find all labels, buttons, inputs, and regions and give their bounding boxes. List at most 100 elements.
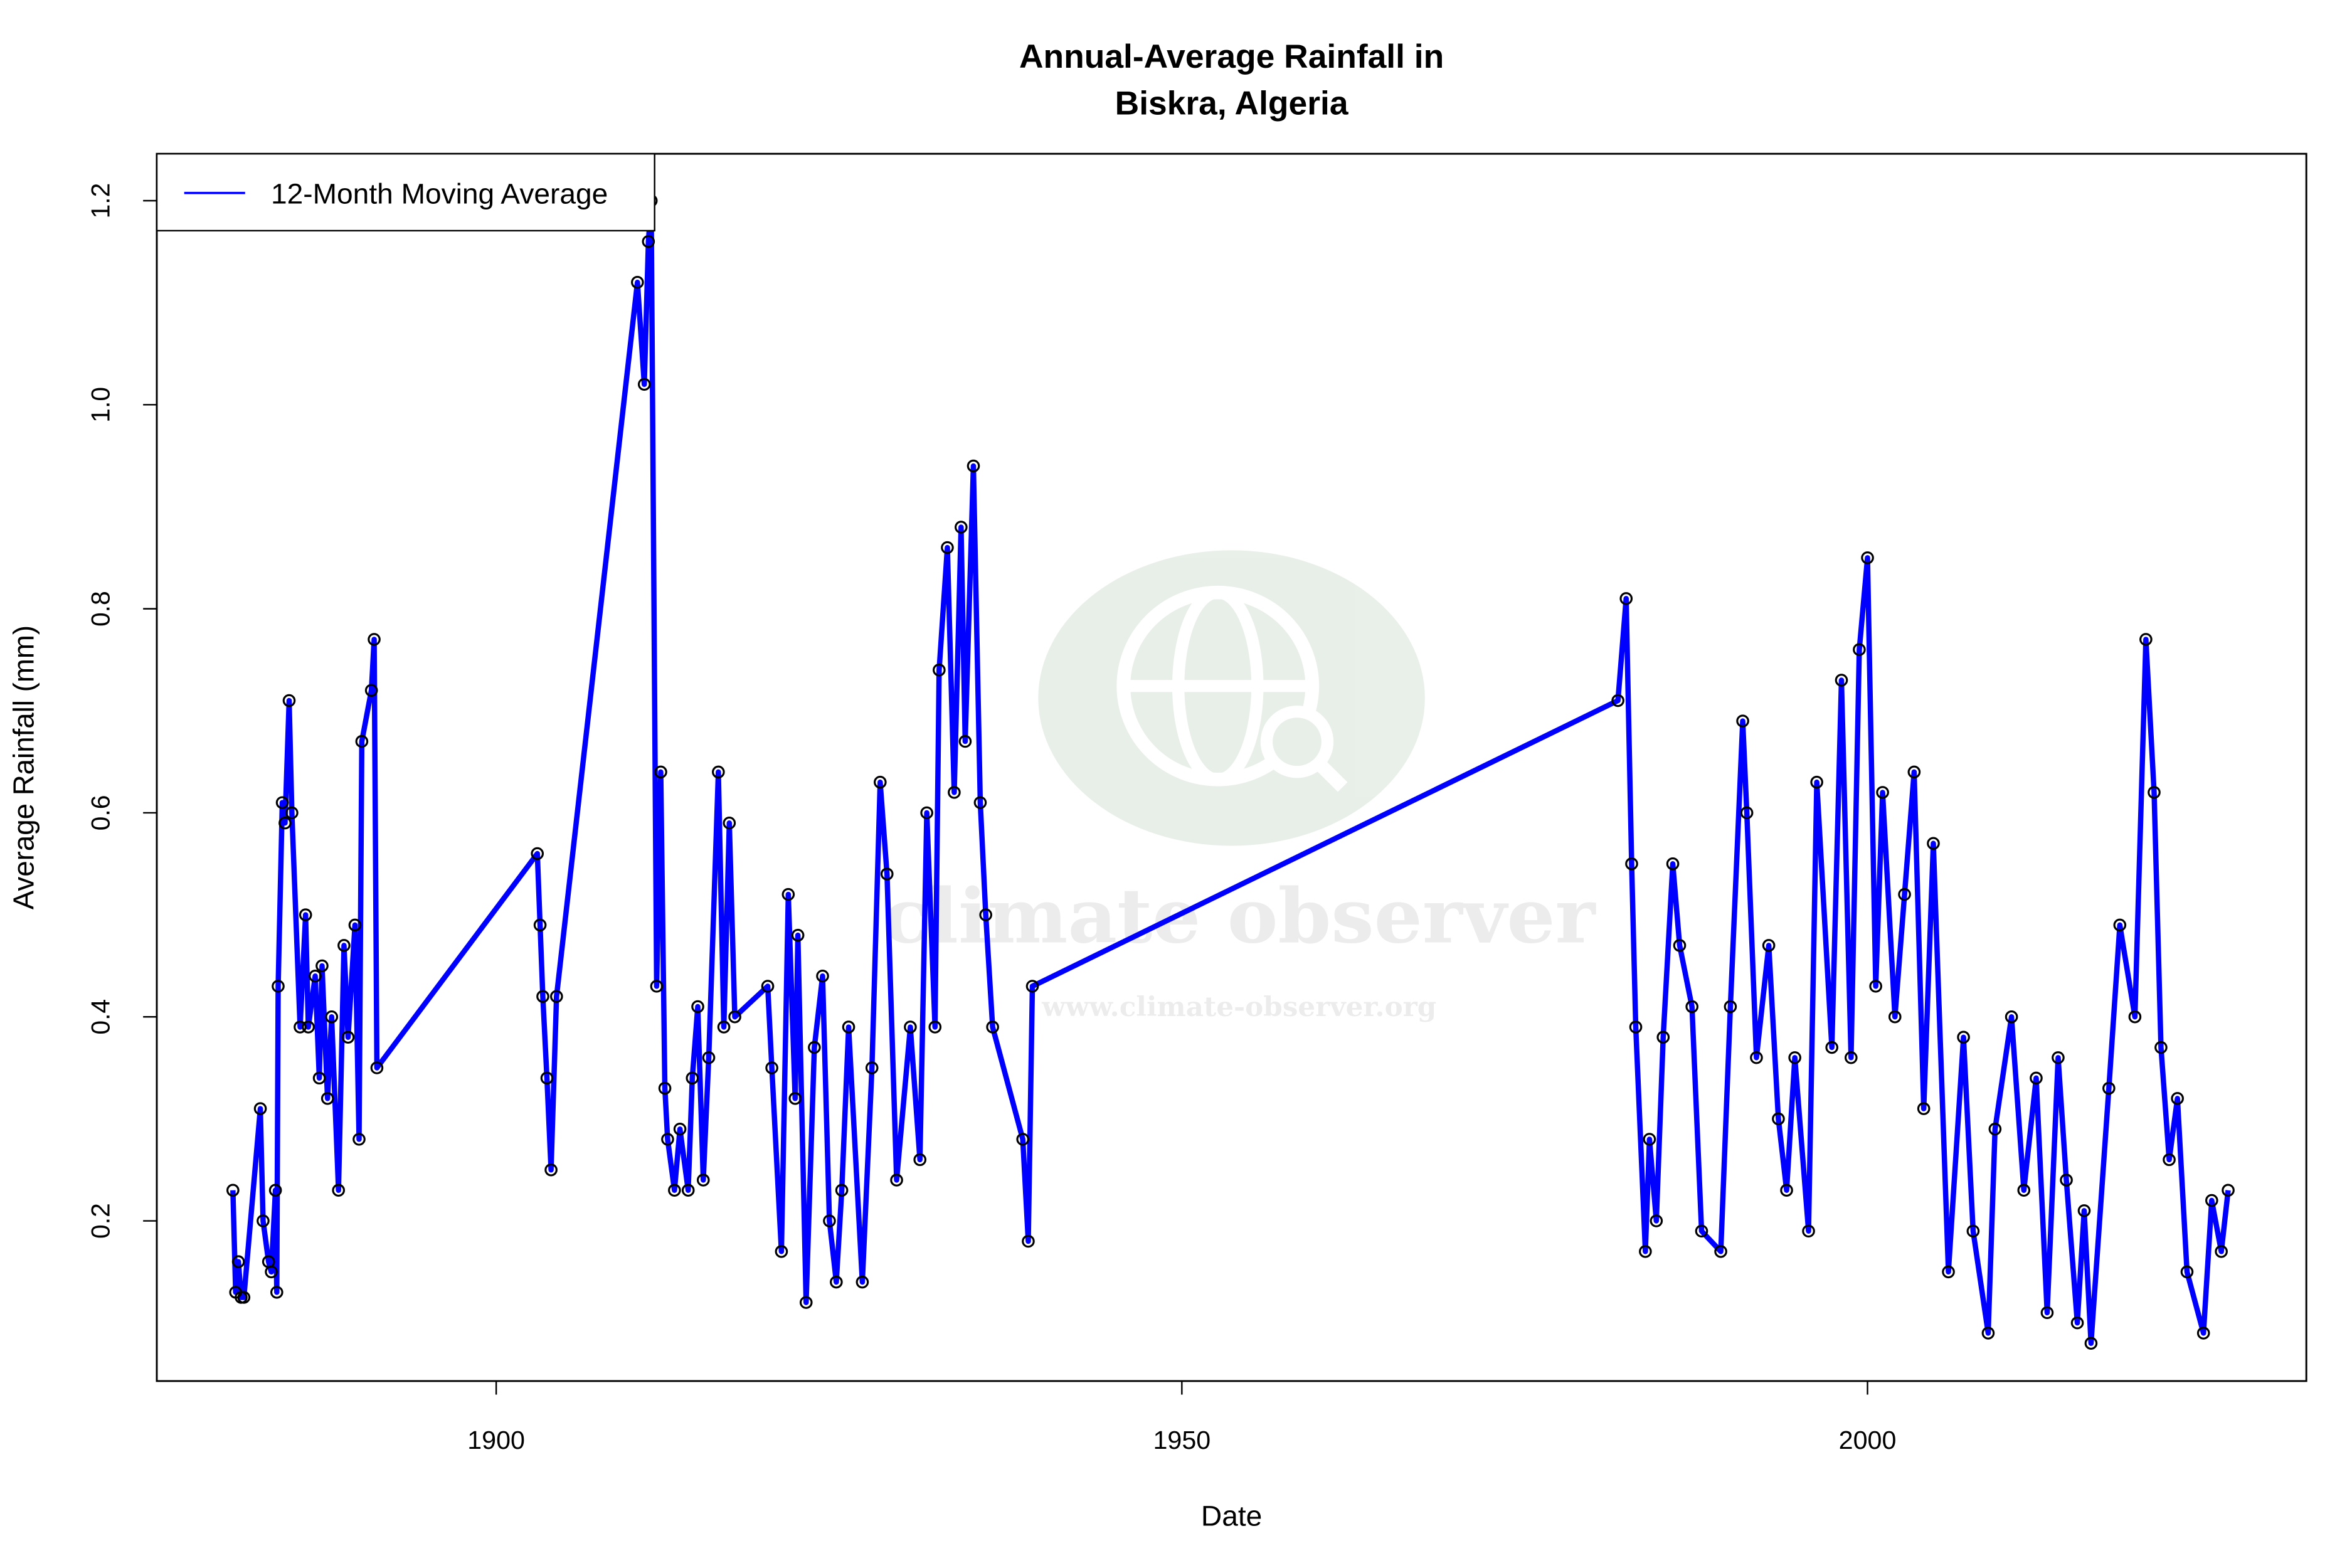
data-point xyxy=(2139,633,2153,646)
data-point xyxy=(2084,1337,2098,1350)
data-point xyxy=(702,1051,716,1064)
data-point xyxy=(781,887,795,901)
y-tick-label: 0.8 xyxy=(87,591,115,627)
data-point xyxy=(691,1000,704,1014)
data-point xyxy=(830,1275,843,1289)
data-point xyxy=(835,1184,849,1197)
data-point xyxy=(2154,1041,2168,1054)
data-point xyxy=(364,684,378,697)
data-point xyxy=(332,1184,346,1197)
data-point xyxy=(1772,1112,1785,1126)
data-point xyxy=(728,1010,741,1024)
data-point xyxy=(1673,939,1687,952)
data-point xyxy=(1981,1327,1995,1340)
data-point xyxy=(941,541,954,554)
data-point xyxy=(1835,674,1848,687)
data-point xyxy=(1788,1051,1801,1064)
data-point xyxy=(1780,1184,1793,1197)
data-point xyxy=(544,1163,558,1177)
data-point xyxy=(880,867,894,881)
data-point xyxy=(1966,1224,1980,1238)
data-point xyxy=(1666,857,1680,871)
data-point xyxy=(1750,1051,1763,1064)
x-tick-label: 1950 xyxy=(1153,1426,1210,1454)
watermark-magnifier-handle xyxy=(1313,758,1348,792)
x-tick-label: 2000 xyxy=(1839,1426,1897,1454)
data-point xyxy=(540,1071,554,1085)
data-point xyxy=(320,1092,334,1105)
data-point xyxy=(2196,1327,2210,1340)
watermark-badge xyxy=(1038,550,1425,846)
data-point xyxy=(282,694,296,707)
data-point xyxy=(1643,1133,1656,1146)
data-point xyxy=(1619,592,1633,605)
series-line xyxy=(230,198,2231,1346)
data-point xyxy=(355,734,369,748)
data-point xyxy=(2222,1184,2235,1197)
data-point xyxy=(2077,1204,2091,1217)
watermark-globe-meridian xyxy=(1172,586,1264,786)
data-point xyxy=(650,980,664,993)
data-point xyxy=(285,806,299,820)
data-point xyxy=(842,1020,856,1034)
data-point xyxy=(2148,786,2161,799)
data-point xyxy=(1825,1041,1839,1054)
data-point xyxy=(1762,939,1776,952)
data-point xyxy=(1853,643,1866,656)
data-point xyxy=(979,908,992,921)
data-point xyxy=(788,1092,802,1105)
data-point xyxy=(1927,837,1940,850)
data-point xyxy=(2205,1194,2218,1207)
data-point xyxy=(1025,980,1039,993)
plot-area xyxy=(226,194,2235,1350)
data-point xyxy=(270,1286,283,1299)
data-point xyxy=(1898,887,1911,901)
data-point xyxy=(1611,694,1624,707)
plot-frame xyxy=(156,152,2307,1382)
data-point xyxy=(341,1030,355,1044)
data-point xyxy=(1625,857,1638,871)
data-point xyxy=(973,796,987,809)
data-point xyxy=(631,275,644,289)
y-tick-label: 1.0 xyxy=(87,387,115,423)
data-point xyxy=(257,1214,270,1227)
data-point xyxy=(265,1265,278,1279)
data-point xyxy=(2128,1010,2142,1024)
data-point xyxy=(808,1041,821,1054)
data-point xyxy=(309,969,322,983)
data-point xyxy=(272,980,285,993)
data-point xyxy=(312,1071,326,1085)
data-point xyxy=(531,847,544,861)
chart-title: Biskra, Algeria xyxy=(1115,85,1348,122)
data-point xyxy=(2171,1092,2184,1105)
data-point xyxy=(1844,1051,1858,1064)
data-point xyxy=(1740,806,1754,820)
data-point xyxy=(1907,765,1921,779)
data-point xyxy=(1988,1122,2002,1136)
data-point xyxy=(352,1133,366,1146)
data-point xyxy=(1942,1265,1955,1279)
data-point xyxy=(681,1184,695,1197)
data-point xyxy=(637,378,651,391)
data-point xyxy=(874,775,887,789)
data-point xyxy=(696,1173,710,1187)
y-tick-label: 1.2 xyxy=(87,183,115,219)
data-point xyxy=(2215,1245,2228,1258)
data-point xyxy=(865,1061,879,1074)
y-tick-label: 0.4 xyxy=(87,999,115,1035)
y-axis-label: Average Rainfall (mm) xyxy=(7,625,40,909)
data-point xyxy=(325,1010,339,1024)
data-point xyxy=(2060,1173,2073,1187)
data-point xyxy=(890,1173,903,1187)
data-point xyxy=(1714,1245,1727,1258)
data-point xyxy=(642,235,655,248)
data-point xyxy=(237,1291,251,1304)
data-point xyxy=(1957,1030,1970,1044)
data-point xyxy=(1656,1030,1670,1044)
data-point xyxy=(1724,1000,1737,1014)
data-point xyxy=(673,1122,687,1136)
chart-title: Annual-Average Rainfall in xyxy=(1019,38,1444,75)
data-point xyxy=(856,1275,869,1289)
